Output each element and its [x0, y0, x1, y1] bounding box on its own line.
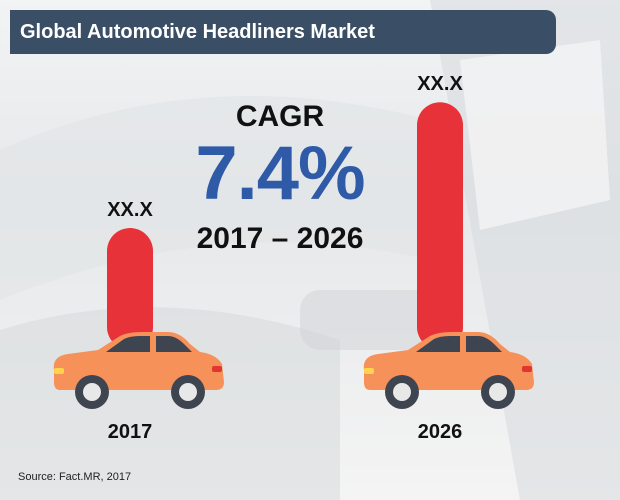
title-banner: Global Automotive Headliners Market: [10, 10, 556, 54]
category-label-2017: 2017: [108, 421, 153, 443]
car-icon: [53, 332, 225, 409]
cagr-label: CAGR: [235, 100, 325, 133]
value-label-2026: XX.X: [417, 73, 463, 95]
source-note: Source: Fact.MR, 2017: [18, 471, 132, 483]
bar-2017: [107, 228, 153, 350]
value-label-2017: XX.X: [107, 199, 153, 221]
bar-2026: [417, 102, 463, 350]
cagr-period: 2017 – 2026: [196, 222, 364, 255]
car-icon: [363, 332, 534, 409]
category-label-2026: 2026: [418, 421, 463, 443]
cagr-value: 7.4%: [195, 131, 365, 216]
